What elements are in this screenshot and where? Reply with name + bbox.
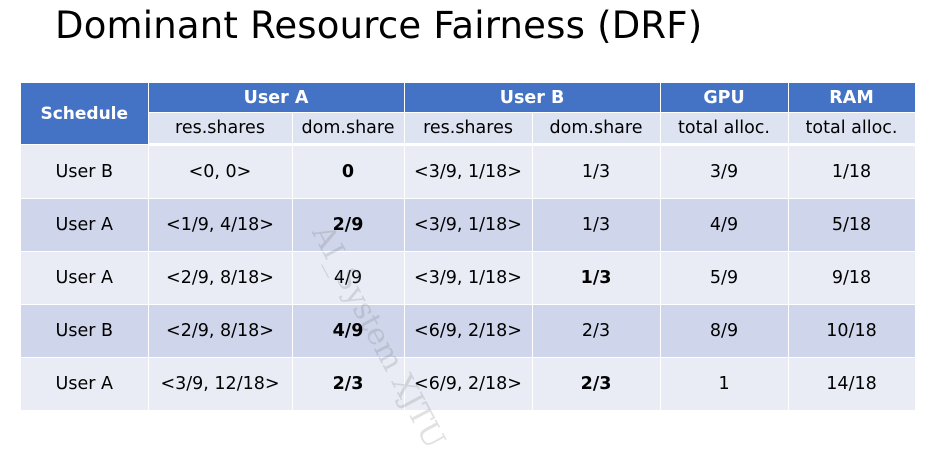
header-user-a: User A: [148, 83, 405, 113]
cell-gpu-total: 1: [660, 357, 789, 411]
cell-b-dom-share: 1/3: [532, 144, 661, 199]
cell-a-dom-share: 4/9: [292, 251, 405, 305]
cell-ram-total: 14/18: [788, 357, 916, 411]
table-row: User B <0, 0> 0 <3/9, 1/18> 1/3 3/9 1/18: [21, 144, 916, 199]
drf-table: Schedule User A User B GPU RAM res.share…: [21, 83, 916, 411]
cell-ram-total: 10/18: [788, 304, 916, 358]
cell-schedule: User A: [21, 357, 149, 411]
cell-b-res-shares: <3/9, 1/18>: [404, 144, 533, 199]
cell-b-res-shares: <6/9, 2/18>: [404, 357, 533, 411]
cell-b-res-shares: <3/9, 1/18>: [404, 251, 533, 305]
subheader-a-res-shares: res.shares: [148, 112, 293, 146]
cell-schedule: User A: [21, 251, 149, 305]
cell-a-dom-share: 4/9: [292, 304, 405, 358]
cell-schedule: User A: [21, 198, 149, 252]
subheader-b-dom-share: dom.share: [532, 112, 661, 146]
subheader-b-res-shares: res.shares: [404, 112, 533, 146]
cell-schedule: User B: [21, 304, 149, 358]
cell-b-res-shares: <6/9, 2/18>: [404, 304, 533, 358]
header-schedule: Schedule: [21, 83, 149, 145]
subheader-a-dom-share: dom.share: [292, 112, 405, 146]
table-row: User A <1/9, 4/18> 2/9 <3/9, 1/18> 1/3 4…: [21, 198, 916, 252]
cell-b-dom-share: 1/3: [532, 198, 661, 252]
cell-gpu-total: 4/9: [660, 198, 789, 252]
cell-ram-total: 9/18: [788, 251, 916, 305]
header-gpu: GPU: [660, 83, 789, 113]
table-row: User A <2/9, 8/18> 4/9 <3/9, 1/18> 1/3 5…: [21, 251, 916, 305]
header-group-row: Schedule User A User B GPU RAM: [21, 83, 916, 145]
header-ram: RAM: [788, 83, 916, 113]
cell-a-res-shares: <2/9, 8/18>: [148, 251, 293, 305]
subheader-ram-total: total alloc.: [788, 112, 916, 146]
cell-b-dom-share: 1/3: [532, 251, 661, 305]
cell-b-dom-share: 2/3: [532, 304, 661, 358]
subheader-gpu-total: total alloc.: [660, 112, 789, 146]
cell-gpu-total: 8/9: [660, 304, 789, 358]
cell-ram-total: 1/18: [788, 144, 916, 199]
cell-b-res-shares: <3/9, 1/18>: [404, 198, 533, 252]
cell-gpu-total: 3/9: [660, 144, 789, 199]
header-sub-row: res.shares dom.share res.shares dom.shar…: [21, 112, 916, 146]
cell-b-dom-share: 2/3: [532, 357, 661, 411]
slide-title: Dominant Resource Fairness (DRF): [55, 4, 703, 47]
header-user-b: User B: [404, 83, 661, 113]
cell-gpu-total: 5/9: [660, 251, 789, 305]
cell-a-res-shares: <3/9, 12/18>: [148, 357, 293, 411]
table-row: User A <3/9, 12/18> 2/3 <6/9, 2/18> 2/3 …: [21, 357, 916, 411]
cell-schedule: User B: [21, 144, 149, 199]
cell-a-res-shares: <0, 0>: [148, 144, 293, 199]
cell-a-res-shares: <1/9, 4/18>: [148, 198, 293, 252]
cell-ram-total: 5/18: [788, 198, 916, 252]
cell-a-dom-share: 0: [292, 144, 405, 199]
cell-a-dom-share: 2/3: [292, 357, 405, 411]
cell-a-dom-share: 2/9: [292, 198, 405, 252]
cell-a-res-shares: <2/9, 8/18>: [148, 304, 293, 358]
table-row: User B <2/9, 8/18> 4/9 <6/9, 2/18> 2/3 8…: [21, 304, 916, 358]
